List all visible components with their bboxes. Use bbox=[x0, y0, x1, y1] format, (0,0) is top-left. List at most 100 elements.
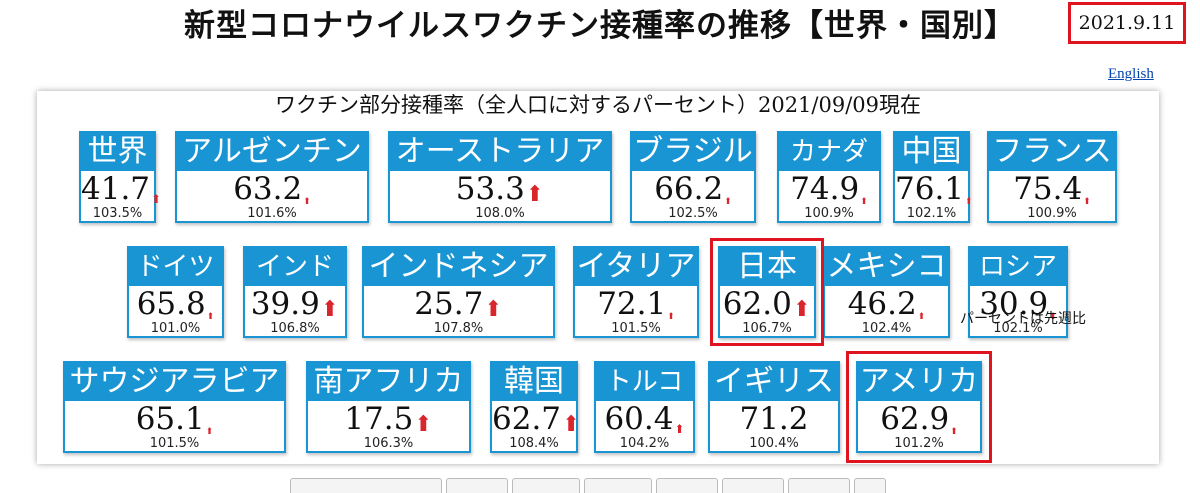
country-name: ロシア bbox=[970, 248, 1066, 286]
country-tile: ロシア 30.9⬆ 102.1% bbox=[968, 246, 1068, 338]
bottom-tab[interactable] bbox=[656, 478, 718, 493]
rate-value: 30.9 bbox=[979, 286, 1049, 322]
week-ratio: 101.5% bbox=[149, 436, 200, 451]
country-tile: アメリカ 62.9⬆ 101.2% bbox=[856, 361, 982, 453]
rate-value: 63.2 bbox=[233, 171, 303, 207]
country-name: アルゼンチン bbox=[177, 133, 367, 171]
trend-up-arrow-icon: ⬆ bbox=[1083, 197, 1091, 207]
week-ratio: 101.0% bbox=[150, 321, 201, 336]
trend-up-arrow-icon: ⬆ bbox=[1049, 312, 1057, 322]
highlight-box bbox=[846, 351, 992, 463]
trend-up-arrow-icon: ⬆ bbox=[525, 181, 545, 207]
bottom-tab[interactable] bbox=[446, 478, 508, 493]
country-name: イタリア bbox=[575, 248, 697, 286]
country-tile: イギリス 71.2 100.4% bbox=[708, 361, 840, 453]
english-link[interactable]: English bbox=[1108, 66, 1154, 82]
country-name: トルコ bbox=[596, 363, 693, 401]
country-tile: 韓国 62.7⬆ 108.4% bbox=[490, 361, 580, 453]
country-name: メキシコ bbox=[825, 248, 948, 286]
week-ratio: 106.3% bbox=[363, 436, 414, 451]
trend-up-arrow-icon: ⬆ bbox=[414, 411, 433, 437]
vaccination-rate: 71.2 bbox=[710, 401, 838, 437]
bottom-tab[interactable] bbox=[722, 478, 784, 493]
country-name: ドイツ bbox=[129, 248, 222, 286]
country-name: 日本 bbox=[720, 248, 814, 286]
rate-value: 46.2 bbox=[847, 286, 917, 322]
page-title: 新型コロナウイルスワクチン接種率の推移【世界・国別】 bbox=[184, 8, 1016, 44]
vaccination-rate: 46.2⬆ bbox=[825, 286, 948, 322]
country-name: ブラジル bbox=[632, 133, 754, 171]
week-ratio: 101.5% bbox=[611, 321, 661, 336]
trend-up-arrow-icon: ⬆ bbox=[303, 197, 311, 207]
rate-value: 39.9 bbox=[250, 286, 320, 322]
vaccination-panel: ワクチン部分接種率（全人口に対するパーセント）2021/09/09現在 世界 41… bbox=[37, 91, 1159, 464]
trend-up-arrow-icon: ⬆ bbox=[674, 422, 685, 436]
country-tile: インド 39.9⬆ 106.8% bbox=[243, 246, 347, 338]
country-name: アメリカ bbox=[858, 363, 980, 401]
trend-up-arrow-icon: ⬆ bbox=[917, 312, 926, 322]
trend-up-arrow-icon: ⬆ bbox=[950, 427, 958, 437]
trend-up-arrow-icon: ⬆ bbox=[667, 312, 675, 322]
vaccination-rate: 25.7⬆ bbox=[364, 286, 553, 322]
rate-value: 41.7 bbox=[81, 171, 151, 207]
week-ratio: 102.1% bbox=[993, 321, 1043, 336]
country-tile: 世界 41.7⬆ 103.5% bbox=[79, 131, 161, 223]
bottom-tab[interactable] bbox=[512, 478, 580, 493]
rate-value: 72.1 bbox=[597, 286, 667, 322]
vaccination-rate: 62.7⬆ bbox=[492, 401, 580, 437]
country-tile: オーストラリア 53.3⬆ 108.0% bbox=[388, 131, 612, 223]
vaccination-rate: 62.0⬆ bbox=[720, 286, 814, 322]
week-ratio: 106.7% bbox=[742, 321, 792, 336]
vaccination-rate: 65.1⬆ bbox=[65, 401, 284, 437]
week-ratio: 100.9% bbox=[804, 206, 854, 221]
trend-up-arrow-icon: ⬆ bbox=[205, 427, 214, 437]
week-ratio: 100.9% bbox=[1027, 206, 1077, 221]
bottom-tab[interactable] bbox=[854, 478, 886, 493]
vaccination-rate: 63.2⬆ bbox=[177, 171, 367, 207]
vaccination-rate: 74.9⬆ bbox=[779, 171, 879, 207]
rate-value: 17.5 bbox=[344, 401, 414, 437]
country-tile: イタリア 72.1⬆ 101.5% bbox=[573, 246, 699, 338]
vaccination-rate: 66.2⬆ bbox=[632, 171, 754, 207]
trend-up-arrow-icon: ⬆ bbox=[792, 296, 812, 322]
week-ratio: 106.8% bbox=[270, 321, 320, 336]
country-name: 南アフリカ bbox=[308, 363, 469, 401]
trend-up-arrow-icon: ⬆ bbox=[965, 197, 973, 207]
rate-value: 65.1 bbox=[135, 401, 205, 437]
country-name: フランス bbox=[989, 133, 1115, 171]
vaccination-rate: 53.3⬆ bbox=[390, 171, 610, 207]
week-over-week-note: パーセントは先週比 bbox=[960, 311, 1086, 327]
country-tile: 南アフリカ 17.5⬆ 106.3% bbox=[306, 361, 471, 453]
bottom-tab[interactable] bbox=[584, 478, 652, 493]
country-tile: サウジアラビア 65.1⬆ 101.5% bbox=[63, 361, 286, 453]
week-ratio: 101.6% bbox=[247, 206, 297, 221]
rate-value: 60.4 bbox=[604, 401, 674, 437]
country-tile: ドイツ 65.8⬆ 101.0% bbox=[127, 246, 224, 338]
bottom-tab[interactable] bbox=[788, 478, 850, 493]
country-name: 中国 bbox=[895, 133, 968, 171]
week-ratio: 103.5% bbox=[92, 206, 143, 221]
country-tile: メキシコ 46.2⬆ 102.4% bbox=[823, 246, 950, 338]
vaccination-rate: 62.9⬆ bbox=[858, 401, 980, 437]
vaccination-rate: 76.1⬆ bbox=[895, 171, 973, 207]
vaccination-rate: 75.4⬆ bbox=[989, 171, 1115, 207]
vaccination-rate: 65.8⬆ bbox=[129, 286, 222, 322]
trend-up-arrow-icon: ⬆ bbox=[724, 197, 732, 207]
rate-value: 25.7 bbox=[414, 286, 484, 322]
bottom-tab[interactable] bbox=[290, 478, 442, 493]
trend-up-arrow-icon: ⬆ bbox=[320, 296, 340, 322]
rate-value: 62.9 bbox=[880, 401, 950, 437]
country-name: イギリス bbox=[710, 363, 838, 401]
country-name: オーストラリア bbox=[390, 133, 610, 171]
country-tile: インドネシア 25.7⬆ 107.8% bbox=[362, 246, 555, 338]
trend-up-arrow-icon: ⬆ bbox=[860, 197, 868, 207]
country-tile: フランス 75.4⬆ 100.9% bbox=[987, 131, 1117, 223]
vaccination-rate: 17.5⬆ bbox=[308, 401, 469, 437]
rate-value: 71.2 bbox=[739, 401, 809, 437]
highlight-box bbox=[710, 238, 824, 346]
country-tile: アルゼンチン 63.2⬆ 101.6% bbox=[175, 131, 369, 223]
vaccination-rate: 41.7⬆ bbox=[81, 171, 161, 207]
country-name: サウジアラビア bbox=[65, 363, 284, 401]
country-tile: 日本 62.0⬆ 106.7% bbox=[718, 246, 816, 338]
trend-up-arrow-icon: ⬆ bbox=[562, 411, 581, 437]
